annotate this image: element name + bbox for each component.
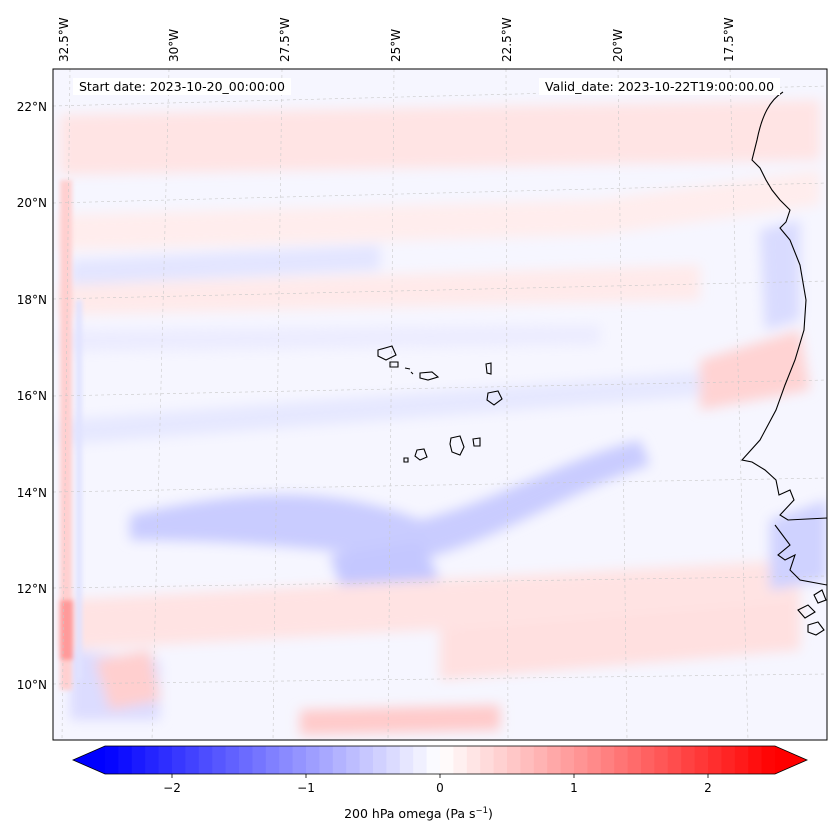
colorbar-segment bbox=[131, 746, 146, 774]
colorbar-segment bbox=[306, 746, 320, 774]
longitude-labels: 32.5°W 30°W 27.5°W 25°W 22.5°W 20°W 17.5… bbox=[57, 17, 736, 62]
colorbar-segment bbox=[413, 746, 428, 774]
lon-label: 17.5°W bbox=[722, 17, 736, 62]
colorbar-segment bbox=[734, 746, 749, 774]
colorbar: −2 −1 0 1 2 bbox=[72, 745, 808, 795]
colorbar-segment bbox=[453, 746, 468, 774]
colorbar-segment bbox=[440, 746, 454, 774]
colorbar-segment bbox=[667, 746, 682, 774]
lon-label: 22.5°W bbox=[500, 17, 514, 62]
colorbar-segment bbox=[319, 746, 334, 774]
latitude-labels: 22°N 20°N 18°N 16°N 14°N 12°N 10°N bbox=[17, 100, 47, 692]
colorbar-segment bbox=[346, 746, 361, 774]
colorbar-segment bbox=[708, 746, 722, 774]
colorbar-label-main: 200 hPa omega (Pa s bbox=[344, 806, 476, 822]
colorbar-segment bbox=[239, 746, 253, 774]
colorbar-label-exponent: −1 bbox=[475, 806, 489, 816]
lon-label: 30°W bbox=[167, 29, 181, 62]
lat-label: 18°N bbox=[17, 293, 47, 307]
colorbar-segment bbox=[279, 746, 294, 774]
colorbar-segment bbox=[493, 746, 508, 774]
lat-label: 20°N bbox=[17, 196, 47, 210]
colorbar-segment bbox=[399, 746, 414, 774]
colorbar-segment bbox=[198, 746, 213, 774]
lat-label: 16°N bbox=[17, 389, 47, 403]
colorbar-segment bbox=[547, 746, 562, 774]
colorbar-segment bbox=[332, 746, 347, 774]
colorbar-segment bbox=[145, 746, 160, 774]
valid-date-label: Valid_date: 2023-10-22T19:00:00.00 bbox=[539, 78, 781, 95]
colorbar-tick-label: 1 bbox=[570, 781, 578, 795]
colorbar-segment bbox=[654, 746, 669, 774]
colorbar-segment bbox=[466, 746, 481, 774]
colorbar-segment bbox=[212, 746, 227, 774]
colorbar-segment bbox=[118, 746, 133, 774]
cape-verde-islands bbox=[377, 345, 503, 463]
colorbar-label: 200 hPa omega (Pa s−1) bbox=[0, 806, 837, 821]
lat-label: 14°N bbox=[17, 486, 47, 500]
colorbar-segment bbox=[252, 746, 267, 774]
colorbar-segment bbox=[600, 746, 615, 774]
colorbar-extend-max bbox=[775, 746, 807, 774]
colorbar-segment bbox=[560, 746, 575, 774]
colorbar-outline bbox=[72, 745, 808, 775]
colorbar-segment bbox=[172, 746, 186, 774]
colorbar-segment bbox=[185, 746, 200, 774]
colorbar-segment bbox=[681, 746, 696, 774]
colorbar-label-close: ) bbox=[488, 806, 493, 822]
colorbar-segment bbox=[426, 746, 441, 774]
colorbar-segments bbox=[73, 746, 807, 774]
colorbar-segment bbox=[574, 746, 588, 774]
colorbar-segment bbox=[587, 746, 602, 774]
colorbar-segment bbox=[373, 746, 387, 774]
colorbar-segment bbox=[265, 746, 280, 774]
colorbar-tick-label: −2 bbox=[163, 781, 181, 795]
colorbar-segment bbox=[359, 746, 374, 774]
colorbar-segment bbox=[520, 746, 535, 774]
lon-label: 27.5°W bbox=[278, 17, 292, 62]
map-frame bbox=[52, 68, 828, 741]
colorbar-tick-label: 0 bbox=[436, 781, 444, 795]
colorbar-segment bbox=[533, 746, 548, 774]
colorbar-tick-label: −1 bbox=[297, 781, 315, 795]
colorbar-segment bbox=[627, 746, 642, 774]
lat-label: 10°N bbox=[17, 678, 47, 692]
colorbar-segment bbox=[292, 746, 307, 774]
colorbar-segment bbox=[748, 746, 763, 774]
colorbar-segment bbox=[641, 746, 655, 774]
colorbar-segment bbox=[761, 746, 776, 774]
colorbar-segment bbox=[507, 746, 521, 774]
colorbar-segment bbox=[694, 746, 709, 774]
lon-label: 20°W bbox=[611, 29, 625, 62]
lat-label: 22°N bbox=[17, 100, 47, 114]
lon-label: 25°W bbox=[389, 29, 403, 62]
colorbar-segment bbox=[480, 746, 495, 774]
colorbar-segment bbox=[105, 746, 119, 774]
colorbar-extend-min bbox=[73, 746, 105, 774]
colorbar-tick-label: 2 bbox=[704, 781, 712, 795]
colorbar-segment bbox=[721, 746, 736, 774]
lon-label: 32.5°W bbox=[57, 17, 71, 62]
start-date-label: Start date: 2023-10-20_00:00:00 bbox=[73, 78, 291, 95]
omega-field bbox=[53, 69, 827, 740]
colorbar-segment bbox=[225, 746, 240, 774]
colorbar-segment bbox=[158, 746, 173, 774]
gridlines bbox=[53, 69, 827, 740]
coastline bbox=[740, 91, 827, 636]
colorbar-ticks: −2 −1 0 1 2 bbox=[163, 774, 712, 795]
colorbar-segment bbox=[386, 746, 401, 774]
colorbar-segment bbox=[614, 746, 629, 774]
lat-label: 12°N bbox=[17, 582, 47, 596]
